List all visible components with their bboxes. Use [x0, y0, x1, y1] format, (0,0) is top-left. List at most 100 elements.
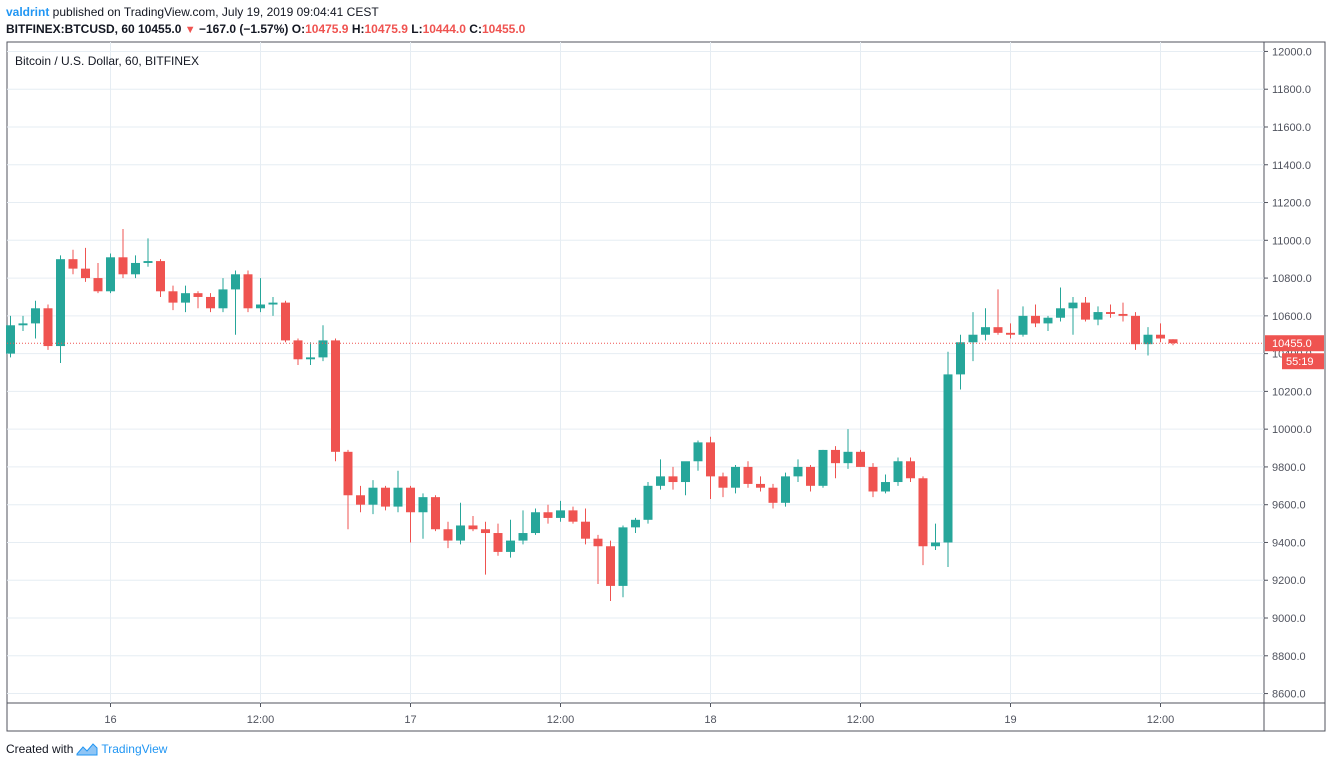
symbol-label: BITFINEX:BTCUSD, 60	[6, 22, 135, 36]
candle	[756, 476, 765, 492]
candle-body	[756, 483, 765, 488]
candle	[418, 493, 428, 539]
candle-body	[118, 257, 128, 275]
candle-body	[156, 261, 165, 292]
candle	[581, 508, 590, 545]
candle	[768, 483, 778, 509]
candle	[856, 449, 865, 467]
candle-body	[668, 476, 678, 483]
candle	[681, 461, 690, 496]
candle	[606, 540, 615, 602]
candle	[718, 472, 728, 498]
candle-body	[268, 302, 278, 305]
candle-body	[293, 340, 303, 360]
candle	[31, 300, 40, 339]
candle-body	[793, 466, 803, 477]
x-tick-label: 18	[704, 714, 716, 726]
candle	[1068, 296, 1078, 335]
candle-body	[1031, 315, 1040, 324]
candle	[943, 351, 953, 568]
candle	[993, 289, 1003, 335]
y-tick-label: 11600.0	[1272, 122, 1311, 134]
candle-body	[56, 259, 65, 347]
candle-body	[706, 442, 715, 477]
x-tick-label: 12:00	[547, 714, 575, 726]
tradingview-logo-icon	[76, 743, 98, 756]
y-tick-label: 9000.0	[1272, 613, 1306, 625]
candle	[918, 476, 928, 566]
x-tick-label: 12:00	[247, 714, 275, 726]
candle-body	[581, 521, 590, 539]
candle-body	[693, 442, 703, 462]
y-tick-label: 11000.0	[1272, 235, 1311, 247]
candle-body	[831, 449, 840, 464]
candle	[231, 270, 240, 335]
candle-body	[781, 476, 790, 503]
candle-body	[731, 466, 740, 488]
candle-body	[893, 461, 903, 483]
high-label: H:	[351, 22, 365, 36]
candle	[906, 457, 915, 483]
candle	[618, 525, 628, 598]
candle	[656, 459, 665, 490]
candle	[181, 285, 190, 313]
candle-body	[768, 487, 778, 503]
candle	[393, 470, 403, 513]
x-tick-label: 12:00	[847, 714, 875, 726]
candle	[468, 516, 478, 532]
created-with-label: Created with	[6, 742, 74, 756]
author-name[interactable]: valdrint	[6, 5, 50, 19]
candle-body	[593, 538, 603, 547]
x-tick-label: 12:00	[1147, 714, 1175, 726]
candle	[1056, 287, 1065, 322]
candle-body	[481, 529, 490, 534]
candle-body	[568, 510, 578, 522]
y-tick-label: 9800.0	[1272, 462, 1306, 474]
candle	[556, 500, 565, 522]
candle	[543, 504, 553, 524]
candle-body	[1043, 317, 1053, 324]
candle	[218, 278, 228, 313]
candle	[168, 285, 178, 311]
candle-body	[518, 533, 528, 541]
candle-body	[993, 327, 1003, 333]
y-tick-label: 12000.0	[1272, 46, 1312, 58]
candle	[1156, 323, 1165, 343]
candle	[43, 304, 53, 350]
candle-body	[256, 304, 265, 309]
candle-body	[531, 512, 540, 534]
candle	[843, 429, 853, 469]
tradingview-brand[interactable]: TradingView	[101, 742, 168, 756]
candle	[156, 259, 165, 297]
candle-body	[81, 268, 90, 279]
candle-body	[506, 540, 515, 552]
candle-body	[1131, 315, 1140, 345]
candle-body	[906, 461, 915, 479]
candle	[1081, 296, 1090, 322]
candle-body	[743, 466, 753, 484]
candle-body	[206, 296, 215, 309]
y-tick-label: 9200.0	[1272, 575, 1306, 587]
candle-body	[1106, 312, 1115, 314]
candle-body	[656, 476, 665, 486]
candle	[493, 523, 503, 556]
candle-body	[6, 325, 15, 354]
candle	[381, 485, 390, 511]
candle-body	[1081, 302, 1090, 320]
candle-body	[468, 525, 478, 530]
y-tick-label: 9400.0	[1272, 537, 1306, 549]
candle	[356, 485, 365, 513]
candle-body	[318, 340, 328, 358]
candle	[331, 338, 340, 462]
candle	[868, 463, 878, 498]
candle-body	[843, 451, 853, 464]
last-price-label: 10455.0	[1272, 338, 1312, 350]
candle	[406, 485, 415, 543]
y-tick-label: 11800.0	[1272, 84, 1311, 96]
publish-line: valdrint published on TradingView.com, J…	[6, 5, 379, 19]
y-tick-label: 8600.0	[1272, 689, 1306, 701]
candle-body	[1168, 339, 1178, 344]
candle-body	[418, 497, 428, 513]
candle	[6, 315, 15, 358]
